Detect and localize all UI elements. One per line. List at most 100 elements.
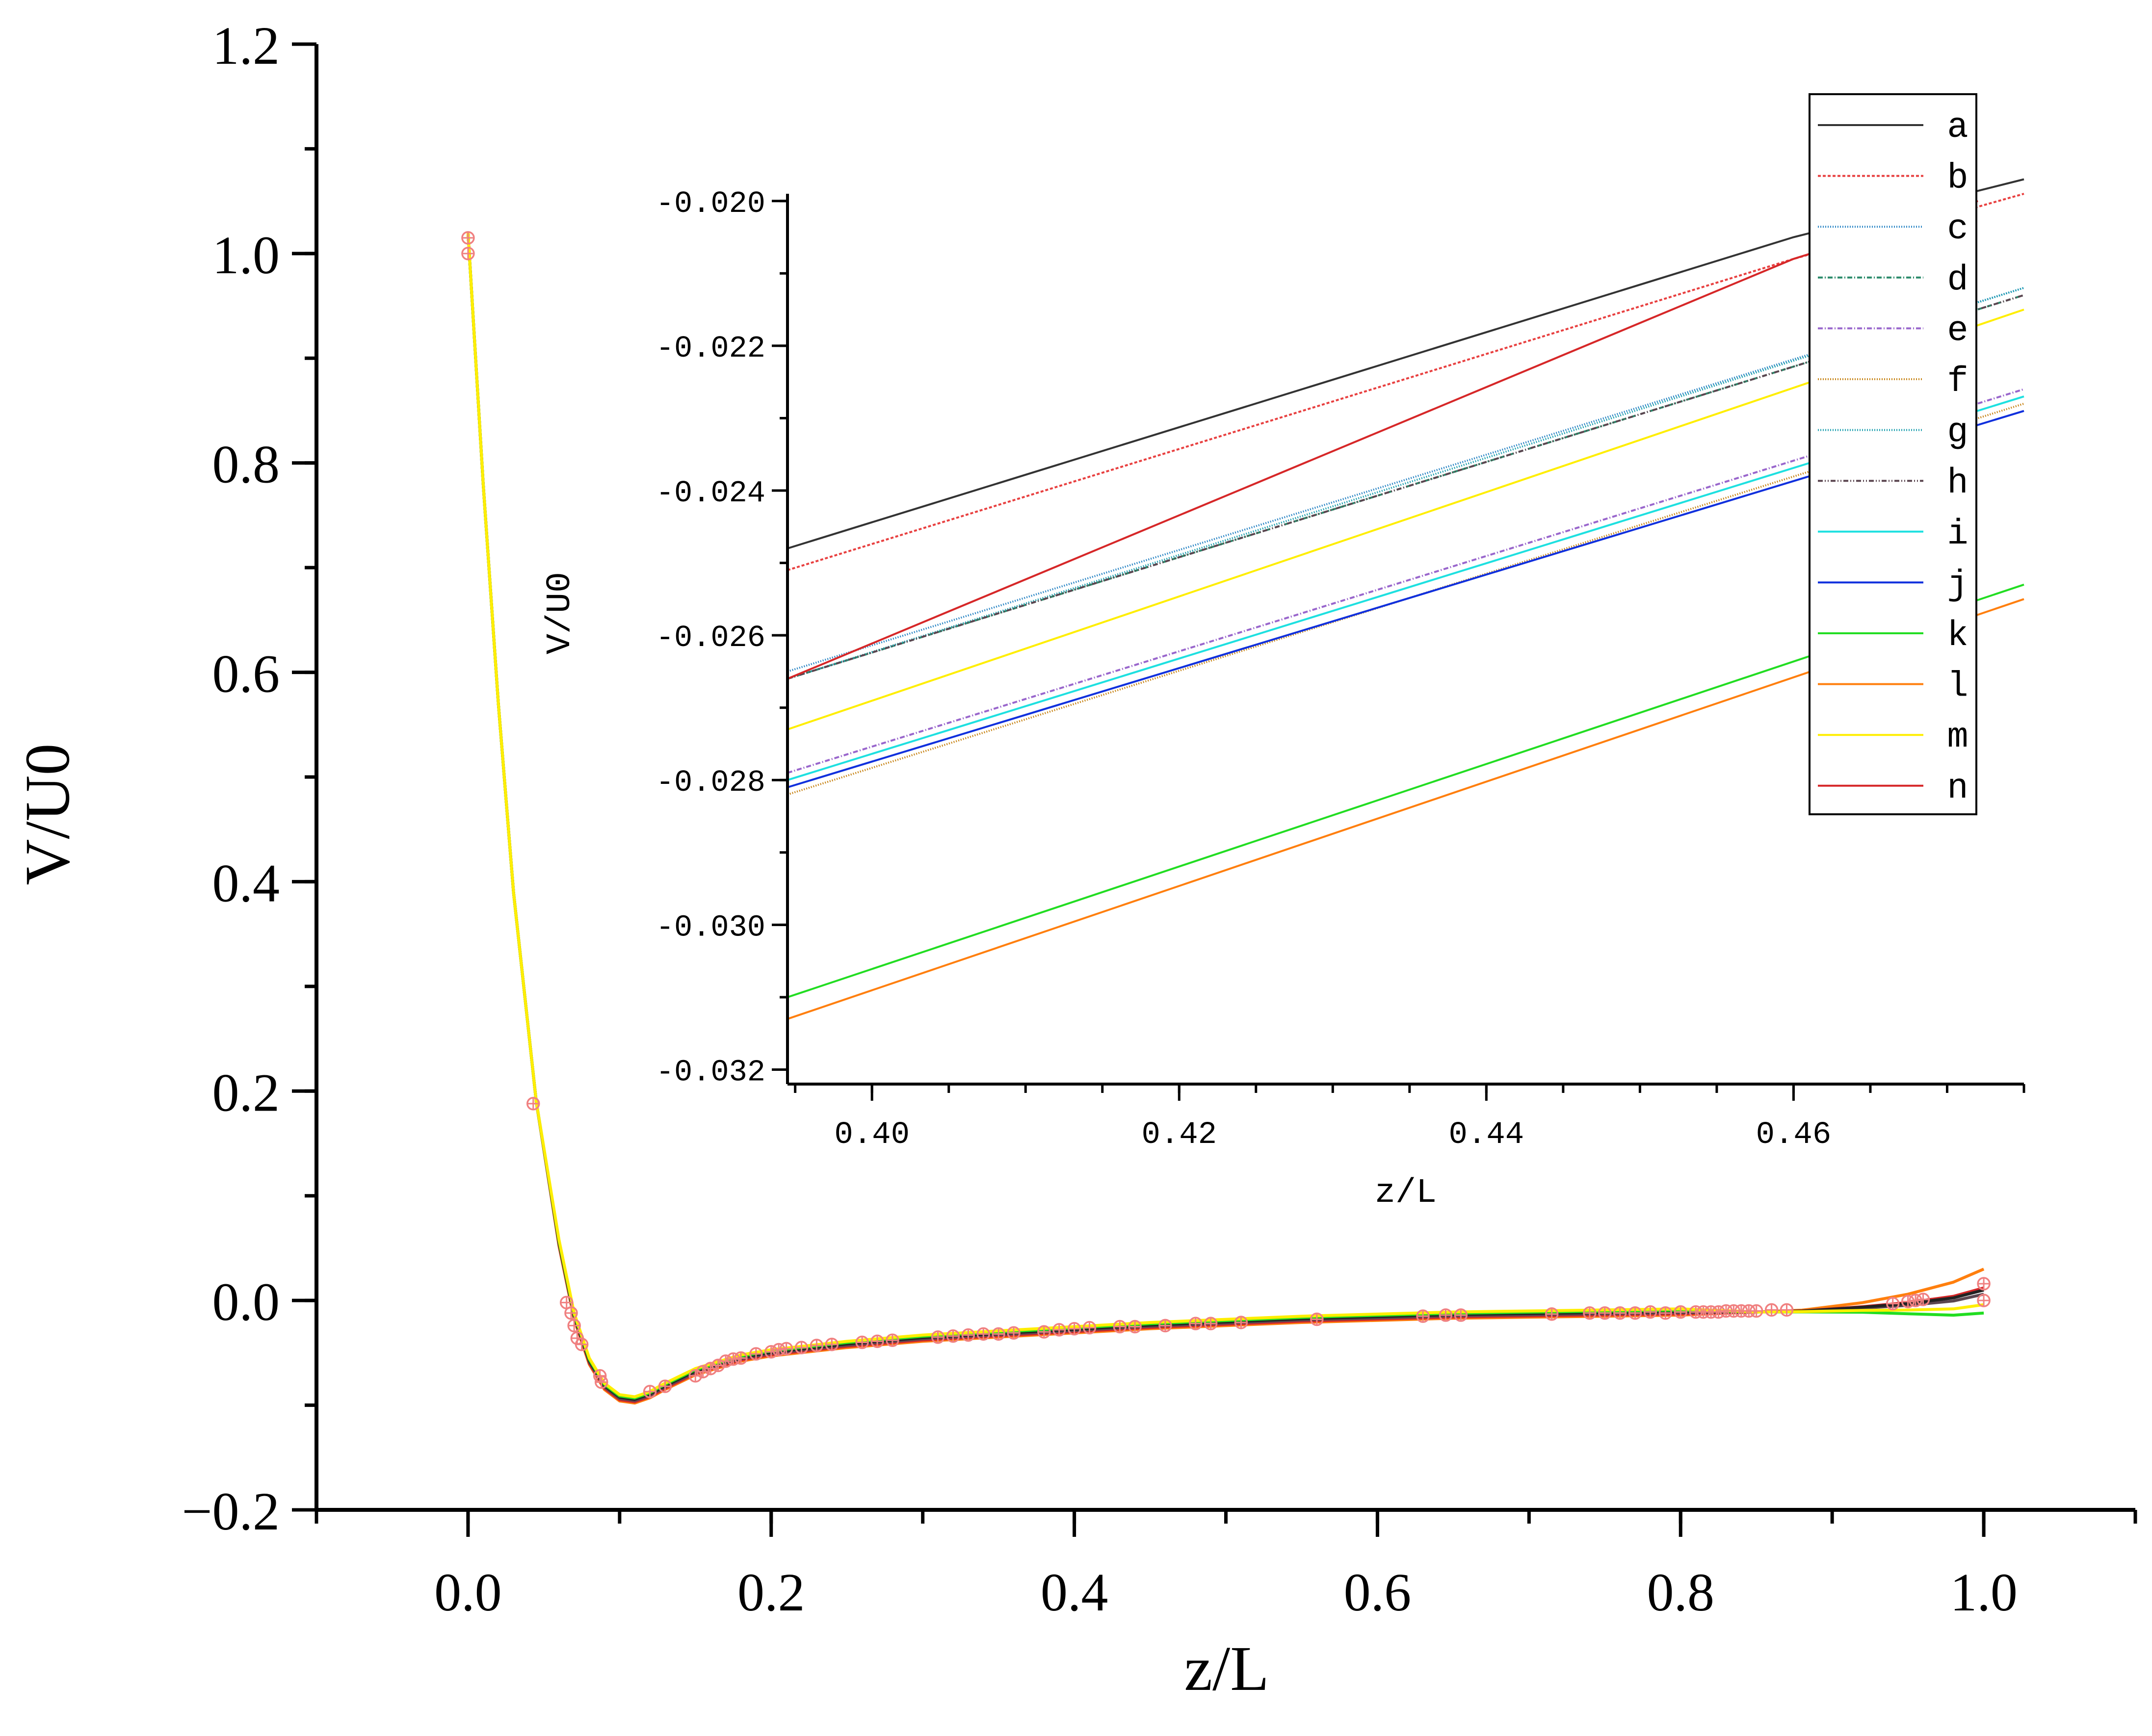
inset-y-tick-label: -0.024 (656, 476, 765, 511)
data-marker (976, 1327, 990, 1341)
data-marker (1901, 1295, 1915, 1309)
inset-x-ticks: 0.40 0.42 0.44 0.46 (794, 1084, 2025, 1153)
inset-chart: -0.020 -0.022 -0.024 -0.026 -0.028 -0.030 -0.0… (541, 93, 2025, 1213)
data-marker (1454, 1308, 1468, 1322)
data-marker (1439, 1308, 1453, 1322)
data-marker (1067, 1322, 1081, 1336)
data-marker (810, 1339, 824, 1352)
main-y-axis-label: V/U0 (12, 744, 83, 885)
data-marker (772, 1343, 786, 1357)
data-marker (643, 1385, 657, 1399)
data-marker (595, 1375, 608, 1389)
data-marker (1886, 1296, 1900, 1311)
legend-entry-m: m (1818, 717, 1968, 757)
data-marker (575, 1338, 589, 1351)
main-x-ticks: 0.0 0.2 0.4 0.6 0.8 1.0 (315, 1510, 2137, 1622)
main-markers (461, 231, 1991, 1399)
data-marker (461, 247, 475, 260)
data-marker (461, 231, 475, 245)
main-x-tick-label: 0.6 (1344, 1562, 1412, 1622)
inset-x-tick-label: 0.40 (834, 1117, 910, 1153)
data-marker (992, 1327, 1005, 1341)
legend-entry-f: f (1818, 362, 1968, 402)
legend-entry-k: k (1818, 616, 1968, 656)
data-marker (1310, 1312, 1324, 1326)
main-y-tick-label: 0.2 (212, 1062, 280, 1122)
inset-x-tick-label: 0.44 (1449, 1117, 1524, 1153)
legend-label: c (1947, 209, 1968, 249)
data-marker (1128, 1320, 1142, 1334)
data-marker (1916, 1293, 1930, 1306)
main-y-tick-label: −0.2 (182, 1481, 280, 1541)
main-y-ticks: −0.2 0.0 0.2 0.4 0.6 0.8 1.0 1.2 (182, 16, 316, 1541)
legend-entry-h: h (1818, 463, 1968, 503)
data-marker (1613, 1306, 1627, 1320)
legend-entry-l: l (1818, 667, 1968, 707)
data-marker (870, 1334, 884, 1348)
data-marker (1749, 1304, 1763, 1318)
main-x-tick-label: 0.8 (1647, 1562, 1715, 1622)
data-marker (779, 1342, 793, 1356)
legend-label: n (1947, 768, 1968, 808)
data-marker (1658, 1306, 1673, 1320)
data-marker (1711, 1305, 1726, 1319)
main-x-tick-label: 0.4 (1041, 1562, 1108, 1622)
main-y-tick-label: 0.0 (212, 1272, 280, 1332)
data-marker (794, 1341, 809, 1354)
data-marker (734, 1351, 748, 1365)
data-marker (704, 1362, 717, 1375)
data-marker (764, 1345, 778, 1359)
data-marker (1643, 1305, 1657, 1319)
data-marker (696, 1365, 710, 1379)
legend-entry-e: e (1818, 311, 1968, 351)
data-marker (1598, 1306, 1612, 1320)
data-marker (1674, 1305, 1687, 1319)
legend-label: i (1947, 514, 1968, 554)
data-marker (1158, 1319, 1172, 1333)
data-marker (658, 1379, 672, 1393)
data-marker (931, 1330, 945, 1344)
data-marker (749, 1347, 763, 1361)
data-marker (1188, 1317, 1203, 1330)
data-marker (1977, 1277, 1991, 1291)
data-marker (1082, 1321, 1097, 1335)
main-x-tick-label: 0.2 (737, 1562, 805, 1622)
main-chart: −0.20.00.20.40.60.81.01.2 0.0 0.2 0.4 0.6 0.… (12, 16, 2137, 1704)
data-marker (719, 1354, 733, 1368)
data-marker (526, 1097, 540, 1111)
data-marker (1764, 1303, 1779, 1317)
legend-entry-a: a (1818, 107, 1968, 148)
legend-label: e (1947, 311, 1968, 351)
legend-label: b (1947, 158, 1968, 199)
main-y-tick-label: 0.6 (212, 644, 280, 704)
inset-y-tick-label: -0.032 (656, 1055, 765, 1089)
inset-x-tick-label: 0.46 (1756, 1117, 1832, 1153)
legend-label: j (1947, 565, 1968, 605)
main-x-axis-label: z/L (1184, 1633, 1269, 1704)
inset-series-g (787, 286, 2024, 680)
data-marker (1545, 1307, 1559, 1321)
legend-label: l (1947, 667, 1968, 707)
data-marker (1113, 1320, 1127, 1334)
main-y-tick-label: 1.2 (212, 16, 280, 76)
inset-x-tick-label: 0.42 (1141, 1117, 1217, 1153)
main-x-tick-label: 0.0 (434, 1562, 502, 1622)
legend-frame (1809, 93, 1977, 815)
data-marker (567, 1319, 581, 1333)
main-y-tick-label: 0.8 (212, 435, 280, 494)
legend-label: m (1947, 717, 1968, 757)
inset-y-tick-label: -0.022 (656, 331, 765, 366)
legend-entry-c: c (1818, 209, 1968, 249)
legend-label: h (1947, 463, 1968, 503)
data-marker (1583, 1306, 1597, 1320)
data-marker (961, 1328, 975, 1342)
inset-y-ticks: -0.020 -0.022 -0.024 -0.026 -0.028 -0.030 -0.0… (656, 186, 787, 1089)
legend-entry-i: i (1818, 514, 1968, 554)
inset-x-axis-label: z/L (1375, 1174, 1437, 1213)
inset-y-tick-label: -0.026 (656, 621, 765, 655)
inset-y-tick-label: -0.030 (656, 910, 765, 945)
legend-label: f (1947, 362, 1968, 402)
data-marker (1780, 1303, 1794, 1317)
legend-entry-d: d (1818, 260, 1968, 300)
